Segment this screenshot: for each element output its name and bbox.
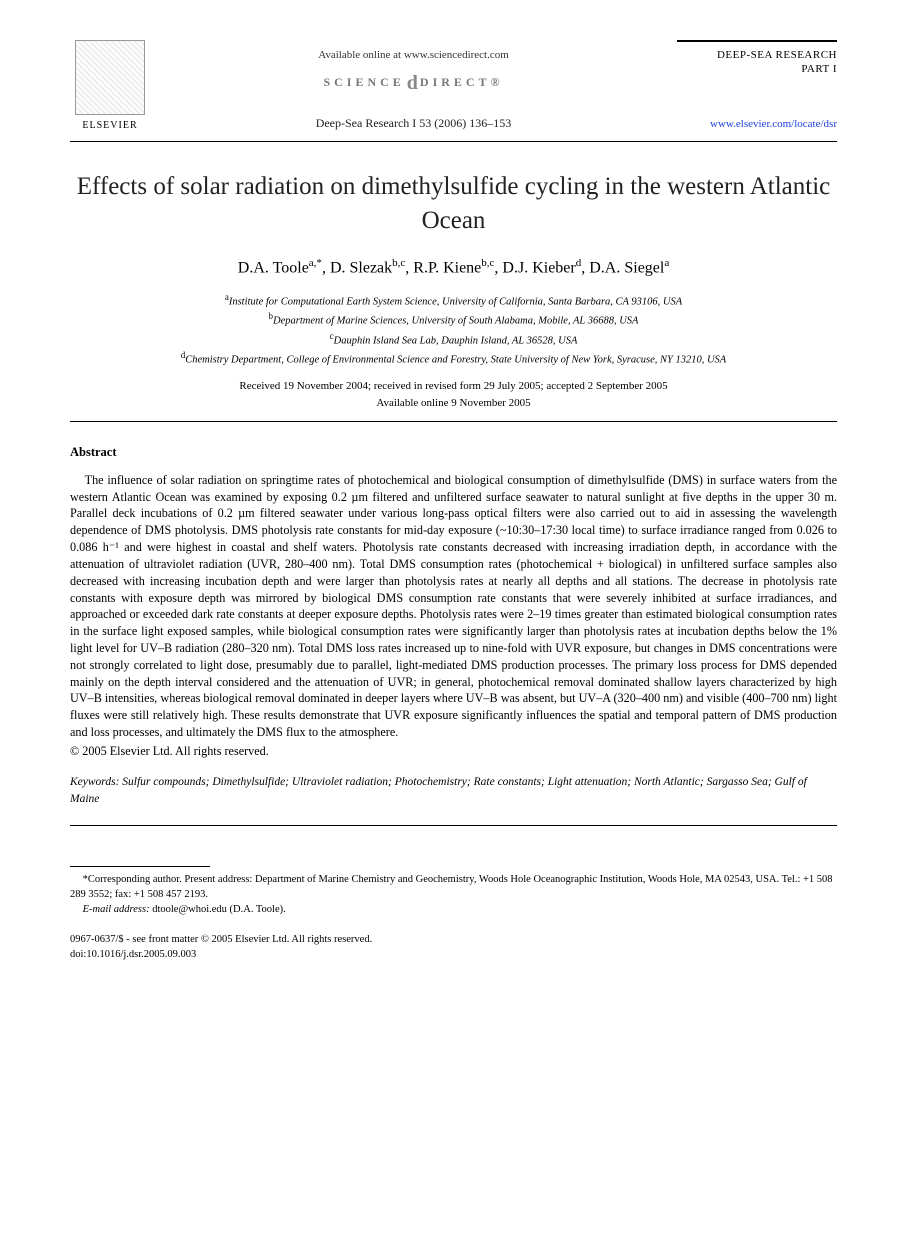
corresponding-footnote: *Corresponding author. Present address: … bbox=[70, 873, 837, 902]
page-header: ELSEVIER Available online at www.science… bbox=[70, 40, 837, 133]
authors-line: D.A. Toolea,*, D. Slezakb,c, R.P. Kieneb… bbox=[70, 256, 837, 280]
publisher-logo-block: ELSEVIER bbox=[70, 40, 150, 133]
sd-right: DIRECT® bbox=[420, 75, 504, 89]
journal-name-line2: PART I bbox=[801, 63, 837, 75]
publisher-label: ELSEVIER bbox=[70, 119, 150, 133]
abstract-heading: Abstract bbox=[70, 444, 837, 462]
issn-line: 0967-0637/$ - see front matter © 2005 El… bbox=[70, 933, 837, 948]
keywords-block: Keywords: Sulfur compounds; Dimethylsulf… bbox=[70, 774, 837, 807]
available-online-text: Available online at www.sciencedirect.co… bbox=[150, 48, 677, 63]
elsevier-tree-icon bbox=[75, 40, 145, 115]
journal-name-line1: DEEP-SEA RESEARCH bbox=[717, 49, 837, 61]
header-center: Available online at www.sciencedirect.co… bbox=[150, 40, 677, 132]
keywords-list: Sulfur compounds; Dimethylsulfide; Ultra… bbox=[70, 776, 807, 805]
abstract-body: The influence of solar radiation on spri… bbox=[70, 472, 837, 741]
corr-text: *Corresponding author. Present address: … bbox=[70, 874, 833, 900]
affiliations: aInstitute for Computational Earth Syste… bbox=[70, 291, 837, 368]
header-rule bbox=[677, 40, 837, 42]
affil-c-text: Dauphin Island Sea Lab, Dauphin Island, … bbox=[334, 335, 578, 346]
sd-left: SCIENCE bbox=[323, 75, 404, 89]
affil-d: dChemistry Department, College of Enviro… bbox=[70, 349, 837, 368]
header-right: DEEP-SEA RESEARCH PART I www.elsevier.co… bbox=[677, 40, 837, 132]
email-footnote: E-mail address: dtoole@whoi.edu (D.A. To… bbox=[70, 903, 837, 918]
article-title: Effects of solar radiation on dimethylsu… bbox=[70, 170, 837, 238]
affil-a: aInstitute for Computational Earth Syste… bbox=[70, 291, 837, 310]
sd-at-icon: d bbox=[407, 72, 418, 94]
footnote-rule bbox=[70, 866, 210, 867]
sciencedirect-logo: SCIENCEdDIRECT® bbox=[150, 69, 677, 97]
footer-block: 0967-0637/$ - see front matter © 2005 El… bbox=[70, 933, 837, 962]
email-label: E-mail address: bbox=[83, 904, 150, 915]
affil-b-text: Department of Marine Sciences, Universit… bbox=[273, 316, 638, 327]
email-value: dtoole@whoi.edu (D.A. Toole). bbox=[152, 904, 286, 915]
journal-reference: Deep-Sea Research I 53 (2006) 136–153 bbox=[150, 115, 677, 132]
doi-line: doi:10.1016/j.dsr.2005.09.003 bbox=[70, 948, 837, 963]
dates-line1: Received 19 November 2004; received in r… bbox=[70, 378, 837, 395]
keywords-label: Keywords: bbox=[70, 776, 119, 788]
title-separator bbox=[70, 421, 837, 422]
affil-d-text: Chemistry Department, College of Environ… bbox=[185, 354, 726, 365]
article-dates: Received 19 November 2004; received in r… bbox=[70, 378, 837, 411]
dates-line2: Available online 9 November 2005 bbox=[70, 395, 837, 412]
affil-b: bDepartment of Marine Sciences, Universi… bbox=[70, 310, 837, 329]
affil-a-text: Institute for Computational Earth System… bbox=[229, 297, 682, 308]
journal-url-link[interactable]: www.elsevier.com/locate/dsr bbox=[677, 117, 837, 132]
abstract-copyright: © 2005 Elsevier Ltd. All rights reserved… bbox=[70, 743, 837, 760]
affil-c: cDauphin Island Sea Lab, Dauphin Island,… bbox=[70, 330, 837, 349]
keywords-separator bbox=[70, 825, 837, 826]
journal-name: DEEP-SEA RESEARCH PART I bbox=[677, 48, 837, 77]
